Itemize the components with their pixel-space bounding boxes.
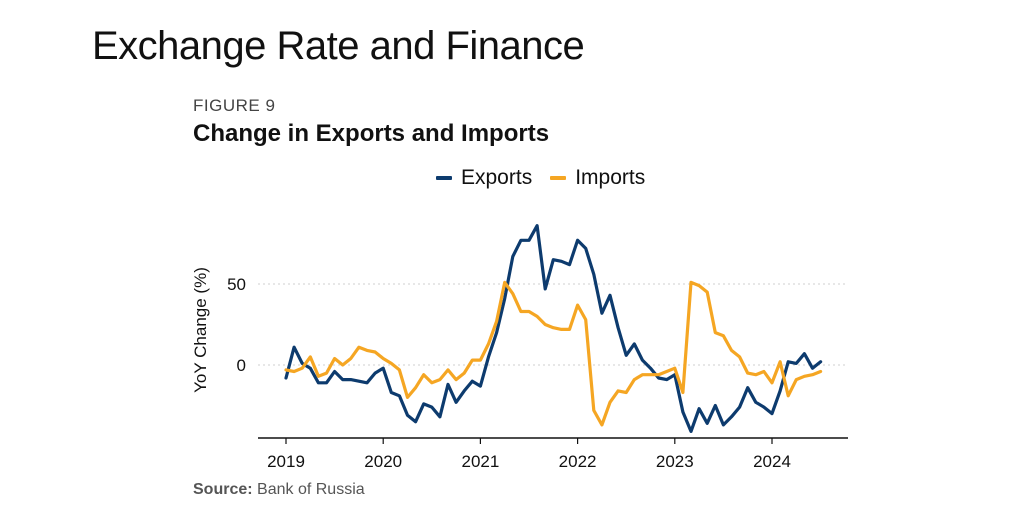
tick-labels: 2019 2020 2021 2022 2023 2024 0 50 [227, 275, 791, 471]
legend-label-exports: Exports [461, 166, 533, 189]
x-tick-label-1: 2020 [364, 452, 402, 471]
legend-item-imports: Imports [550, 166, 645, 190]
x-tick-label-2: 2021 [461, 452, 499, 471]
y-tick-label-0: 0 [237, 356, 246, 375]
legend-item-exports: Exports [436, 166, 532, 190]
legend-swatch-imports [550, 176, 567, 180]
slide-heading: Exchange Rate and Finance [92, 24, 585, 68]
legend-swatch-exports [436, 176, 452, 180]
source-text: Bank of Russia [257, 481, 365, 498]
source-label: Source: [193, 481, 253, 498]
series-line-exports [284, 224, 823, 433]
x-tick-label-5: 2024 [753, 452, 791, 471]
chart-title: Change in Exports and Imports [193, 120, 550, 147]
chart-legend: Exports Imports [436, 166, 663, 190]
series-lines [284, 224, 823, 433]
y-tick-label-1: 50 [227, 275, 246, 294]
axes [258, 437, 848, 444]
legend-label-imports: Imports [575, 166, 646, 189]
grid-lines [258, 283, 848, 366]
x-tick-label-0: 2019 [267, 452, 305, 471]
x-tick-label-4: 2023 [656, 452, 694, 471]
x-tick-label-3: 2022 [559, 452, 597, 471]
y-axis-label: YoY Change (%) [191, 267, 210, 393]
source-note: Source: Bank of Russia [193, 481, 365, 499]
figure-label: FIGURE 9 [193, 96, 276, 115]
series-line-imports [284, 280, 823, 427]
